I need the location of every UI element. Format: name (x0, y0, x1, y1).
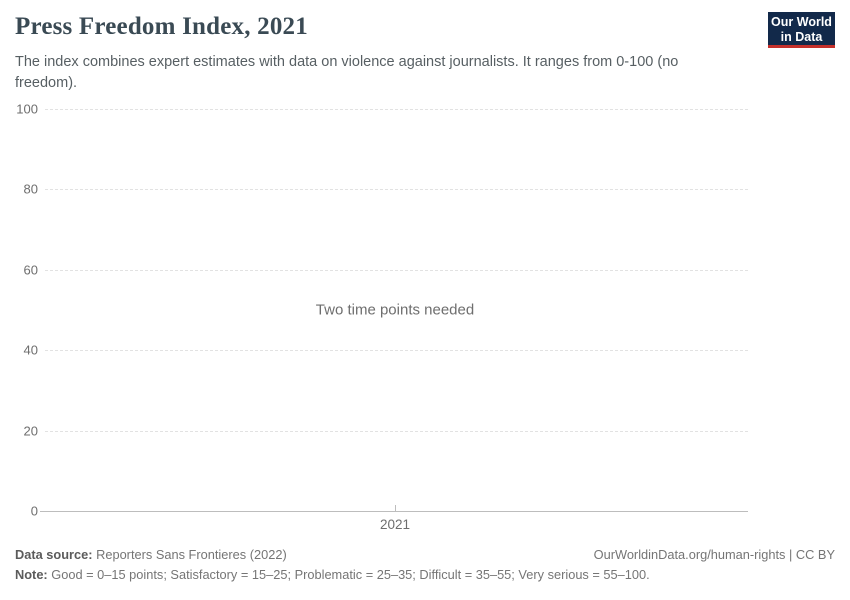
gridline-60 (45, 269, 748, 271)
y-axis-tick-label-20: 20 (23, 423, 38, 439)
empty-state-message: Two time points needed (315, 301, 475, 319)
datasource-label: Data source: (15, 547, 93, 562)
gridline-100 (45, 109, 748, 110)
x-axis-tick (395, 505, 396, 511)
footer-attribution: OurWorldinData.org/human-rights | CC BY (594, 545, 835, 565)
note-label: Note: (15, 567, 48, 582)
gridline-20 (45, 430, 748, 432)
y-axis-tick-label-60: 60 (23, 262, 38, 278)
x-axis-line (40, 511, 748, 512)
chart-title: Press Freedom Index, 2021 (15, 13, 308, 40)
datasource-link[interactable]: Reporters Sans Frontieres (2022) (96, 547, 287, 562)
y-axis-tick-label-100: 100 (16, 101, 38, 117)
owid-logo: Our World in Data (768, 12, 835, 48)
attribution-license: | CC BY (785, 547, 835, 562)
chart-subtitle: The index combines expert estimates with… (15, 54, 679, 91)
attribution-url-link[interactable]: OurWorldinData.org/human-rights (593, 547, 786, 562)
footer-left: Data source: Reporters Sans Frontieres (… (15, 545, 650, 585)
owid-logo-line1: Our World (771, 15, 832, 30)
y-axis-tick-label-40: 40 (23, 342, 38, 358)
y-axis-tick-label-0: 0 (30, 503, 38, 519)
note-text: Good = 0–15 points; Satisfactory = 15–25… (51, 567, 650, 582)
y-axis-tick-label-80: 80 (23, 181, 38, 197)
owid-logo-line2: in Data (780, 30, 823, 44)
datasource-line: Data source: Reporters Sans Frontieres (… (15, 545, 650, 565)
gridline-40 (45, 350, 748, 352)
gridline-80 (45, 189, 748, 191)
x-axis-label-2021: 2021 (379, 517, 411, 532)
note-line: Note: Good = 0–15 points; Satisfactory =… (15, 565, 650, 585)
